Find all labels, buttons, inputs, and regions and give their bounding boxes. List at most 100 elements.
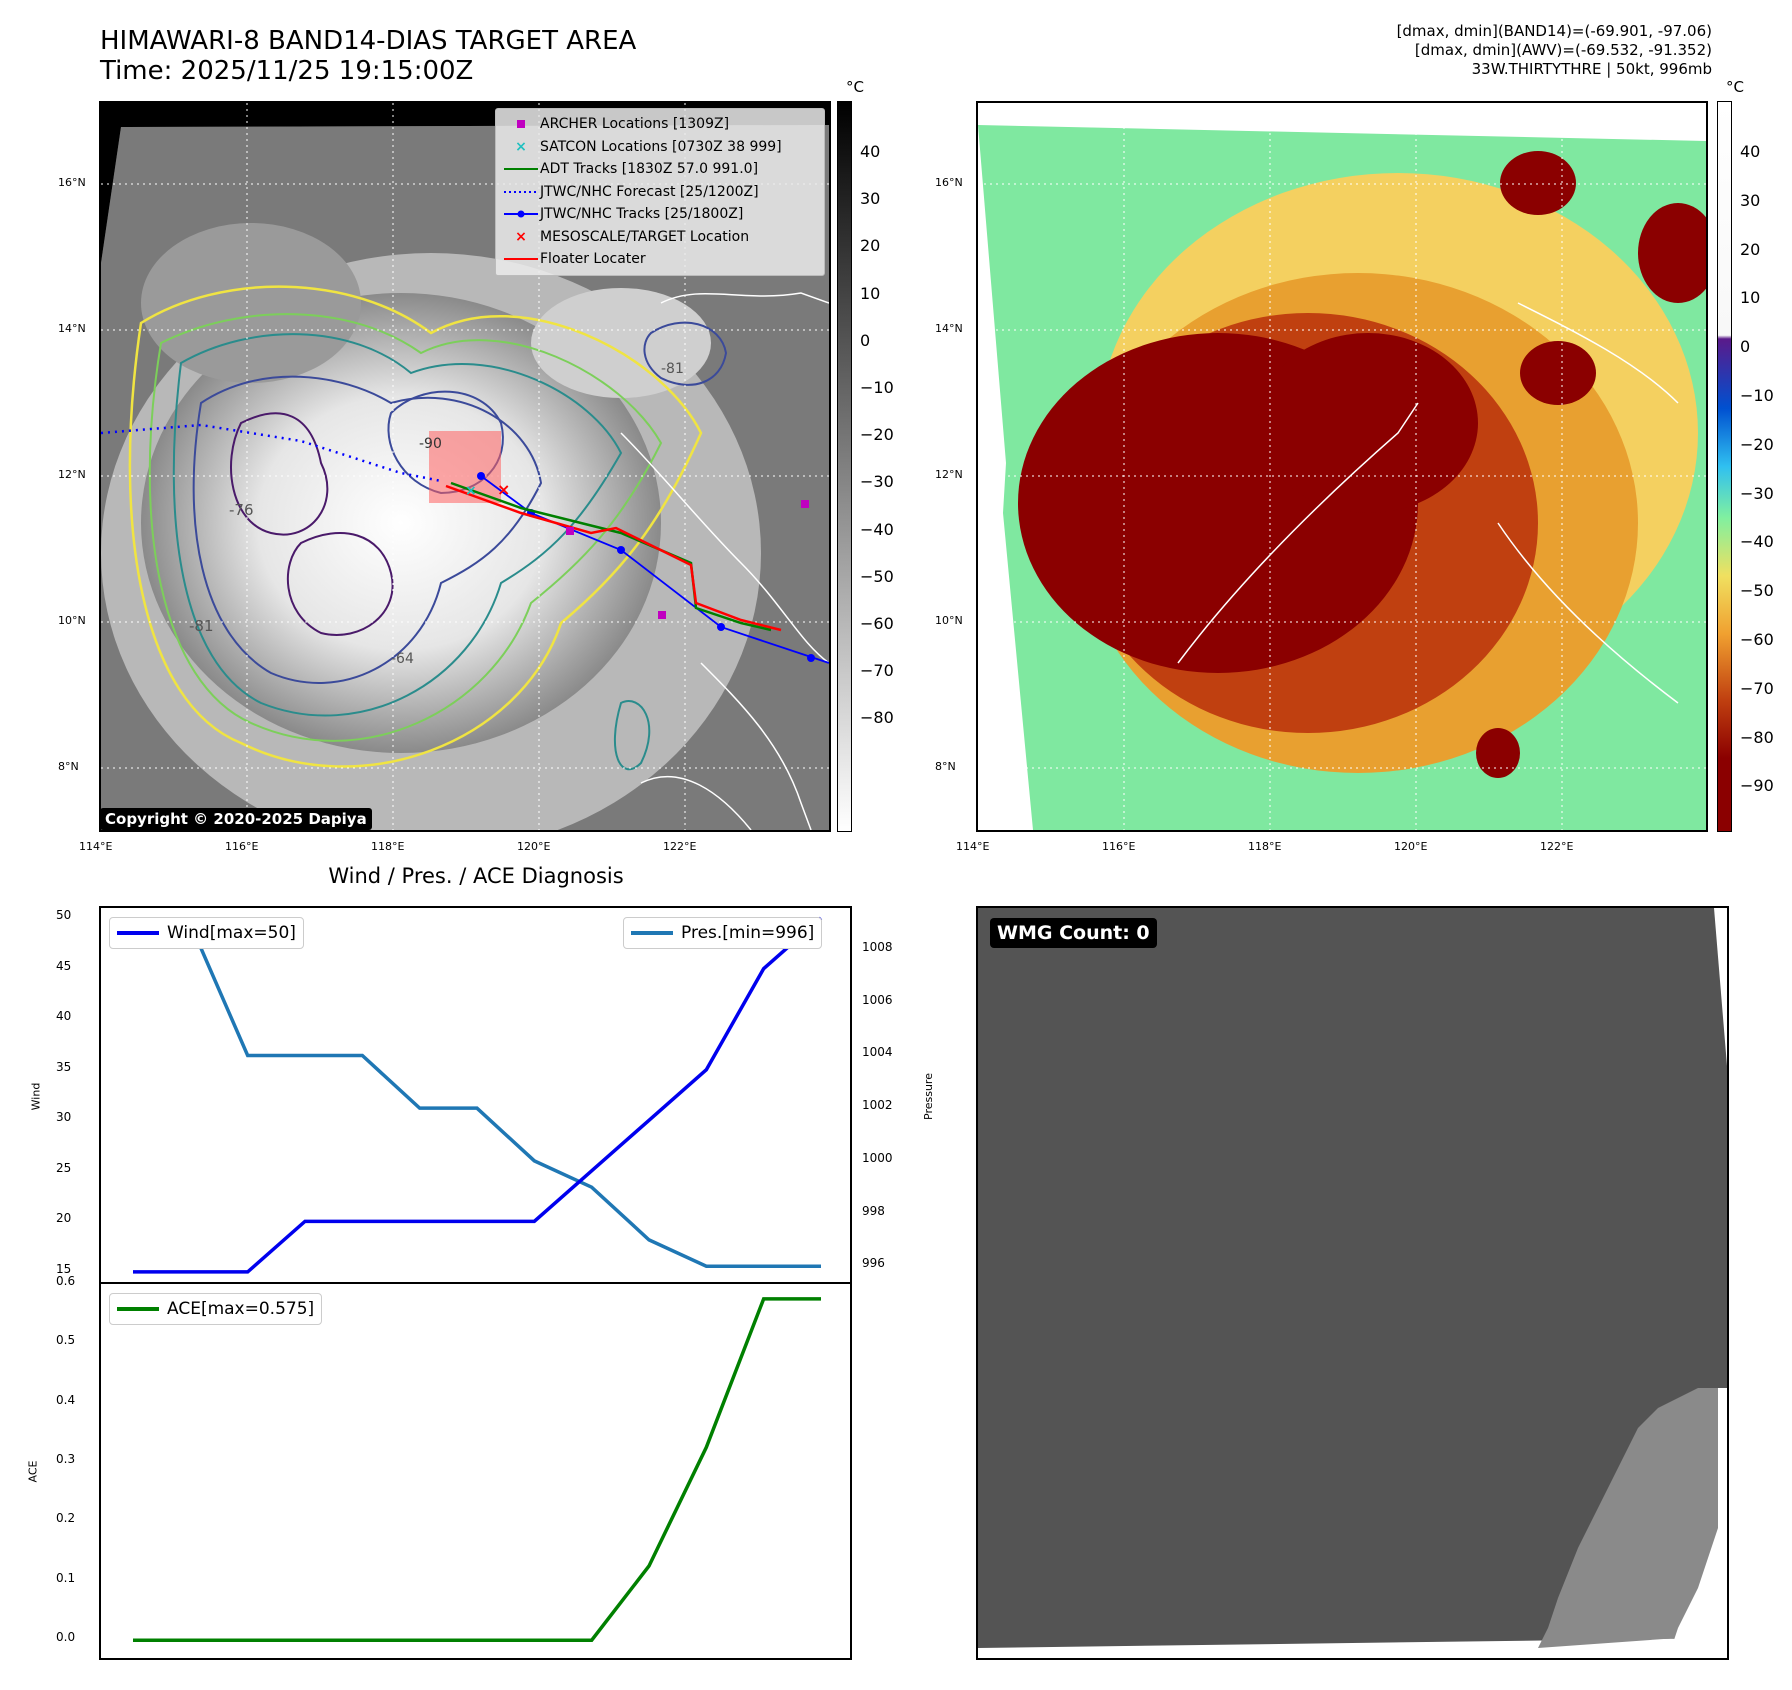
- pressure-ytick: 996: [862, 1256, 885, 1271]
- colorbar-right-tick: −80: [1740, 727, 1774, 747]
- lat-tick-right: 14°N: [935, 322, 963, 335]
- svg-text:×: ×: [465, 483, 477, 499]
- lon-tick-right: 120°E: [1394, 840, 1428, 853]
- colorbar-left-tick: −20: [860, 425, 894, 445]
- pressure-ytick: 1002: [862, 1098, 893, 1113]
- legend-floater: Floater Locater: [504, 251, 646, 268]
- svg-text:-90: -90: [419, 436, 442, 452]
- svg-text:×: ×: [497, 480, 510, 499]
- colorbar-right-tick: 40: [1740, 142, 1761, 161]
- wmg-canvas: [978, 908, 1727, 1658]
- wind-ytick: 25: [56, 1160, 72, 1175]
- map-legend: ARCHER Locations [1309Z] × SATCON Locatio…: [495, 108, 825, 276]
- colorbar-left-tick: −80: [860, 708, 894, 728]
- colorbar-right-tick: −40: [1740, 532, 1774, 552]
- colorbar-right-tick: 10: [1740, 288, 1761, 308]
- lon-tick: 116°E: [225, 840, 259, 853]
- colorbar-left-tick: −70: [860, 661, 894, 681]
- colorbar-right-tick: −10: [1740, 386, 1774, 405]
- colorbar-left-tick: −10: [860, 378, 894, 397]
- figure-title: HIMAWARI-8 BAND14-DIAS TARGET AREA Time:…: [100, 26, 636, 86]
- ace-plot: [133, 1297, 821, 1642]
- target-box: [429, 431, 501, 503]
- lat-tick: 12°N: [58, 468, 86, 481]
- lon-tick: 120°E: [517, 840, 551, 853]
- wind-ylabel: Wind: [29, 1082, 43, 1111]
- wind-series-line: [133, 916, 823, 1274]
- title-line-1: HIMAWARI-8 BAND14-DIAS TARGET AREA: [100, 26, 637, 56]
- wind-ytick: 45: [56, 958, 72, 973]
- svg-text:-81: -81: [661, 361, 684, 377]
- colorbar-right-tick: 0: [1740, 337, 1751, 357]
- colorbar-right-tick: 30: [1740, 190, 1761, 210]
- ace-ytick: 0.5: [56, 1333, 76, 1348]
- pressure-ytick: 1000: [862, 1150, 893, 1165]
- wmg-panel: [976, 906, 1729, 1660]
- ace-series-line: [133, 1297, 821, 1642]
- wind-ytick: 35: [56, 1059, 72, 1074]
- diagnosis-title: Wind / Pres. / ACE Diagnosis: [328, 864, 624, 888]
- wind-ytick: 15: [56, 1261, 72, 1276]
- awv-map: [976, 101, 1708, 832]
- wind-pres-plot: [133, 916, 823, 1274]
- colorbar-right-tick: −20: [1740, 434, 1774, 454]
- lon-tick: 122°E: [663, 840, 697, 853]
- storm-info: 33W.THIRTYTHRE | 50kt, 996mb: [1471, 60, 1712, 78]
- colorbar-left-tick: −30: [860, 472, 894, 492]
- colorbar-right-tick: −50: [1740, 581, 1774, 601]
- colorbar-left-tick: 0: [860, 330, 871, 350]
- wind-ytick: 30: [56, 1110, 72, 1125]
- colorbar-right-tick: −30: [1740, 483, 1774, 503]
- ace-ytick: 0.1: [56, 1570, 76, 1585]
- lat-tick-right: 8°N: [935, 760, 956, 773]
- copyright: Copyright © 2020-2025 Dapiya: [100, 808, 372, 830]
- lat-tick-right: 12°N: [935, 468, 963, 481]
- colorbar-right: [1717, 101, 1732, 832]
- colorbar-left-tick: 20: [860, 236, 881, 256]
- ace-ytick: 0.4: [56, 1392, 76, 1407]
- pressure-ylabel: Pressure: [921, 1073, 935, 1120]
- colorbar-left-tick: 30: [860, 189, 881, 209]
- legend-mesoscale: × MESOSCALE/TARGET Location: [515, 228, 750, 245]
- lon-tick: 114°E: [79, 840, 113, 853]
- legend-jtwc-forecast: JTWC/NHC Forecast [25/1200Z]: [504, 183, 759, 200]
- ace-ytick: 0.3: [56, 1452, 76, 1467]
- legend-adt: ADT Tracks [1830Z 57.0 991.0]: [504, 161, 759, 178]
- colorbar-left-tick: 10: [860, 283, 881, 303]
- ace-ylabel: ACE: [26, 1460, 40, 1483]
- lon-tick-right: 118°E: [1248, 840, 1282, 853]
- lat-tick-right: 16°N: [935, 176, 963, 189]
- legend-satcon: × SATCON Locations [0730Z 38 999]: [515, 138, 782, 155]
- lat-tick-right: 10°N: [935, 614, 963, 627]
- colorbar-left-unit: °C: [846, 78, 864, 96]
- ace-ytick: 0.0: [56, 1630, 76, 1645]
- legend-archer: ARCHER Locations [1309Z]: [502, 113, 818, 136]
- lat-tick: 16°N: [58, 176, 86, 189]
- pressure-ytick: 1006: [862, 992, 893, 1007]
- wmg-count: WMG Count: 0: [990, 918, 1157, 948]
- stats-title: [dmax, dmin](BAND14)=(-69.901, -97.06) […: [1397, 22, 1712, 79]
- colorbar-left-tick: −60: [860, 614, 894, 633]
- wind-ytick: 50: [56, 908, 72, 923]
- colorbar-right-tick: −70: [1740, 678, 1774, 698]
- colorbar-left-tick: −40: [860, 519, 894, 539]
- colorbar-right-tick: 20: [1740, 239, 1761, 259]
- colorbar-right-tick: −60: [1740, 630, 1774, 649]
- stats-band14: [dmax, dmin](BAND14)=(-69.901, -97.06): [1396, 22, 1712, 40]
- awv-map-canvas: [978, 103, 1706, 830]
- svg-text:-76: -76: [229, 501, 254, 519]
- legend-jtwc-tracks: JTWC/NHC Tracks [25/1800Z]: [502, 203, 818, 226]
- colorbar-right-tick: −90: [1740, 776, 1774, 796]
- ace-ytick: 0.2: [56, 1511, 76, 1526]
- ace-chart: [99, 1282, 852, 1660]
- ace-legend: ACE[max=0.575]: [109, 1293, 323, 1325]
- colorbar-left-tick: −50: [860, 566, 894, 586]
- pressure-series-line: [133, 922, 821, 1268]
- pressure-ytick: 1004: [862, 1045, 893, 1060]
- lon-tick-right: 114°E: [956, 840, 990, 853]
- title-line-2: Time: 2025/11/25 19:15:00Z: [100, 56, 474, 86]
- svg-text:-81: -81: [189, 617, 214, 635]
- lon-tick-right: 116°E: [1102, 840, 1136, 853]
- band14-map-canvas: × × -76 -81 -64 -90 -81: [101, 103, 829, 830]
- colorbar-right-unit: °C: [1726, 78, 1744, 96]
